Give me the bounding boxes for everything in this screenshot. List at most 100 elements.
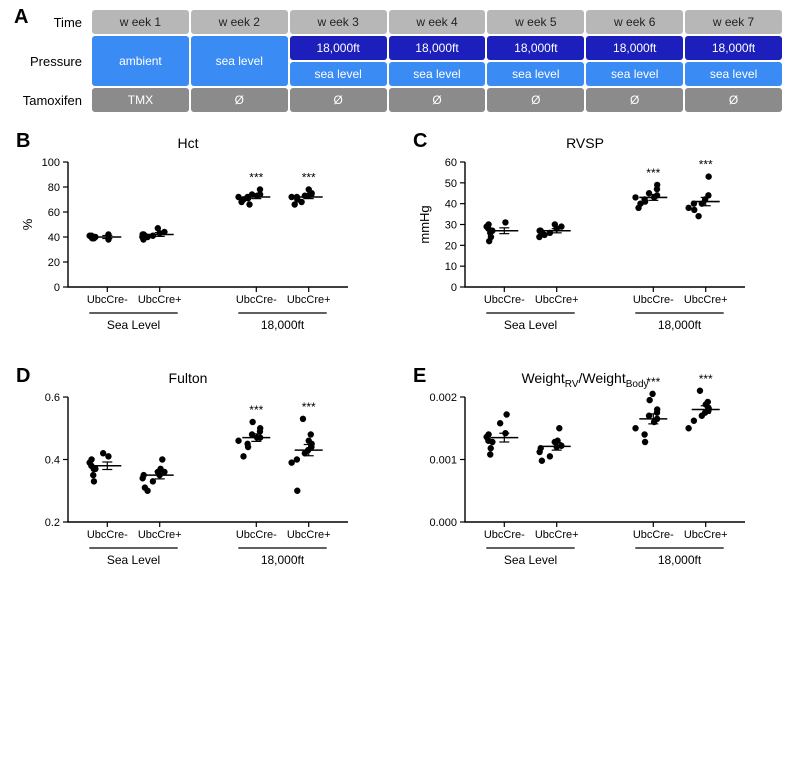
data-point [308, 431, 314, 437]
x-group-label: 18,000ft [658, 553, 702, 567]
x-group-label: Sea Level [107, 318, 160, 332]
data-point [502, 219, 508, 225]
y-tick-label: 40 [445, 199, 457, 211]
x-category-label: UbcCre+ [138, 529, 182, 541]
significance-marker: *** [646, 166, 660, 180]
pressure-top: 18,000ft [389, 36, 486, 60]
plot-svg: WeightRV/WeightBody0.0000.0010.002UbcCre… [415, 369, 755, 584]
panel-c: C RVSP0102030405060mmHgUbcCre-UbcCre+Ubc… [415, 134, 782, 349]
pressure-bottom: sea level [586, 62, 683, 86]
x-category-label: UbcCre+ [138, 294, 182, 306]
data-point [695, 213, 701, 219]
week-header: w eek 5 [487, 10, 584, 34]
tamoxifen-cell: TMX [92, 88, 189, 112]
plot-area: WeightRV/WeightBody0.0000.0010.002UbcCre… [415, 369, 782, 584]
tamoxifen-cell: Ø [487, 88, 584, 112]
y-axis-label: % [20, 218, 35, 230]
data-point [705, 173, 711, 179]
pressure-bottom: sea level [290, 62, 387, 86]
data-point [685, 425, 691, 431]
x-group-label: Sea Level [504, 553, 557, 567]
data-point [244, 441, 250, 447]
pressure-cell: ambient [92, 36, 189, 86]
x-category-label: UbcCre+ [535, 294, 579, 306]
x-category-label: UbcCre- [633, 529, 674, 541]
plot-svg: RVSP0102030405060mmHgUbcCre-UbcCre+UbcCr… [415, 134, 755, 349]
plot-area: RVSP0102030405060mmHgUbcCre-UbcCre+UbcCr… [415, 134, 782, 349]
data-point [246, 201, 252, 207]
x-category-label: UbcCre+ [287, 294, 331, 306]
significance-marker: *** [646, 375, 660, 389]
tamoxifen-cell: Ø [191, 88, 288, 112]
x-group-label: 18,000ft [658, 318, 702, 332]
pressure-top: 18,000ft [586, 36, 683, 60]
y-tick-label: 50 [445, 178, 457, 190]
chart-title: Hct [178, 135, 199, 151]
data-point [257, 186, 263, 192]
chart-title: RVSP [566, 135, 604, 151]
data-point [691, 418, 697, 424]
y-tick-label: 60 [445, 157, 457, 169]
data-point [90, 472, 96, 478]
significance-marker: *** [699, 158, 713, 172]
y-tick-label: 10 [445, 261, 457, 273]
data-point [485, 431, 491, 437]
y-tick-label: 30 [445, 220, 457, 232]
pressure-top: 18,000ft [290, 36, 387, 60]
data-point [294, 456, 300, 462]
data-point [249, 431, 255, 437]
plot-area: Fulton0.20.40.6UbcCre-UbcCre+UbcCre-UbcC… [18, 369, 385, 584]
significance-marker: *** [699, 372, 713, 386]
y-tick-label: 20 [48, 257, 60, 269]
data-point [155, 225, 161, 231]
x-category-label: UbcCre- [236, 294, 277, 306]
x-group-label: 18,000ft [261, 553, 305, 567]
panel-a-letter: A [14, 6, 28, 29]
y-tick-label: 0.4 [45, 455, 60, 467]
data-point [654, 406, 660, 412]
data-point [691, 207, 697, 213]
y-tick-label: 40 [48, 232, 60, 244]
figure: A Timew eek 1w eek 2w eek 3w eek 4w eek … [0, 0, 800, 624]
data-point [300, 416, 306, 422]
x-category-label: UbcCre+ [287, 529, 331, 541]
panel-d: D Fulton0.20.40.6UbcCre-UbcCre+UbcCre-Ub… [18, 369, 385, 584]
y-tick-label: 0.2 [45, 517, 60, 529]
pressure-cell-split: 18,000ftsea level [389, 36, 486, 86]
time-label: Time [18, 10, 90, 34]
x-group-label: 18,000ft [261, 318, 305, 332]
tamoxifen-label: Tamoxifen [18, 88, 90, 112]
week-header: w eek 1 [92, 10, 189, 34]
data-point [240, 453, 246, 459]
y-tick-label: 0 [54, 282, 60, 294]
week-header: w eek 4 [389, 10, 486, 34]
pressure-bottom: sea level [685, 62, 782, 86]
data-point [488, 445, 494, 451]
data-point [632, 425, 638, 431]
pressure-bottom: sea level [487, 62, 584, 86]
significance-marker: *** [249, 403, 263, 417]
y-tick-label: 0.6 [45, 392, 60, 404]
y-axis-label: mmHg [417, 205, 432, 243]
x-category-label: UbcCre- [633, 294, 674, 306]
y-tick-label: 20 [445, 240, 457, 252]
data-point [552, 221, 558, 227]
week-header: w eek 6 [586, 10, 683, 34]
data-point [705, 399, 711, 405]
x-group-label: Sea Level [504, 318, 557, 332]
plot-svg: Fulton0.20.40.6UbcCre-UbcCre+UbcCre-UbcC… [18, 369, 358, 584]
pressure-label: Pressure [18, 36, 90, 86]
data-point [649, 391, 655, 397]
week-header: w eek 3 [290, 10, 387, 34]
data-point [539, 458, 545, 464]
data-point [249, 419, 255, 425]
data-point [641, 431, 647, 437]
week-header: w eek 7 [685, 10, 782, 34]
data-point [654, 182, 660, 188]
data-point [257, 425, 263, 431]
data-point [697, 388, 703, 394]
data-point [646, 397, 652, 403]
y-tick-label: 0.000 [429, 517, 457, 529]
pressure-cell-split: 18,000ftsea level [487, 36, 584, 86]
data-point [485, 221, 491, 227]
